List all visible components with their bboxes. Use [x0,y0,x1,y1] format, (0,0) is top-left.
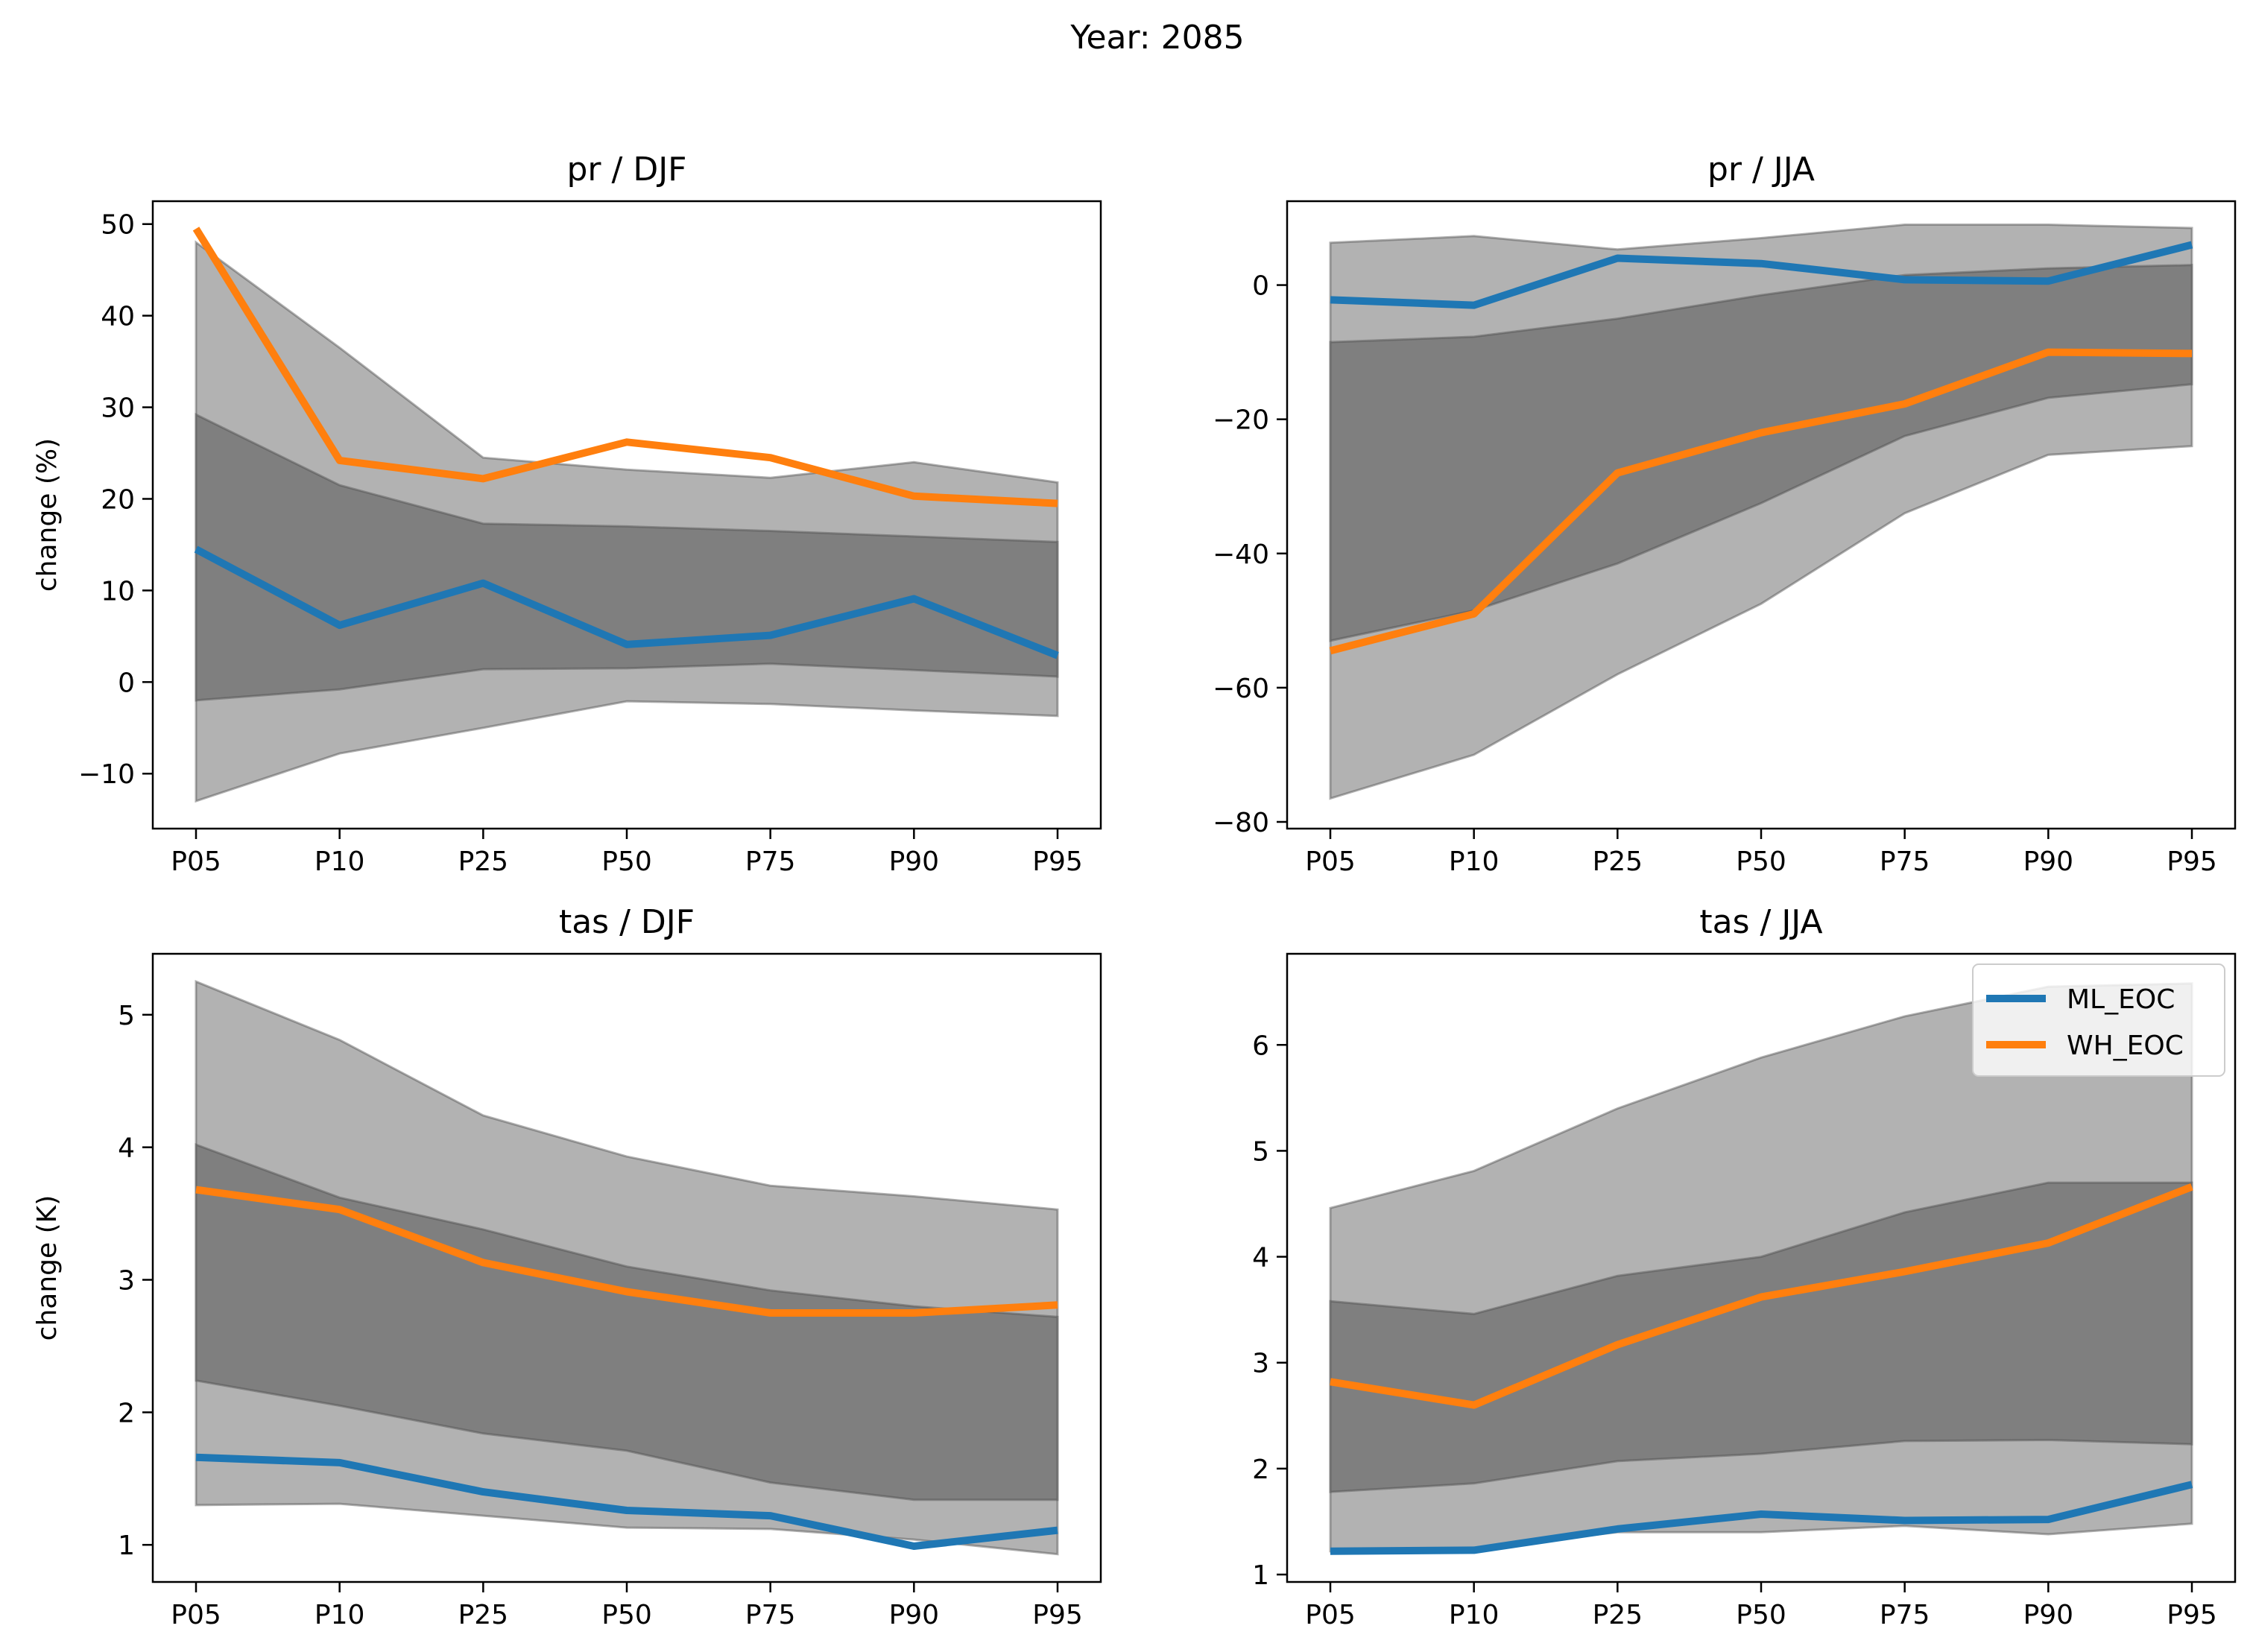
chart-tas-jja: P05 P10 P25 P50 P75 P90 P95 1 2 3 4 5 6 tas / JJA ML_E… [1252,903,2237,1630]
figure-title: Year: 2085 [1069,19,1244,57]
chart-tas-jja-title: tas / JJA [1699,903,1822,941]
chart-pr-djf-ytick-label: 10 [101,576,135,607]
chart-pr-djf-series-wh-eoc [192,227,1058,507]
chart-tas-djf-xtick-label: P10 [315,1600,365,1630]
chart-tas-jja-xtick-label: P10 [1449,1600,1500,1630]
chart-tas-jja-series-ml-eoc [1330,1481,2193,1555]
chart-tas-djf-ytick-label: 1 [118,1531,135,1561]
chart-pr-djf-title: pr / DJF [567,151,687,189]
chart-tas-jja-legend-label-wh-eoc: WH_EOC [2067,1031,2184,1061]
chart-pr-jja-series-wh-eoc [1329,348,2193,655]
chart-tas-djf-xtick-label: P50 [601,1600,652,1630]
chart-tas-djf-ylabel: change (K) [32,1195,63,1341]
chart-tas-djf-ytick-label: 4 [118,1133,135,1164]
chart-pr-djf-ytick-label: 40 [101,302,135,332]
chart-pr-djf-xtick-label: P10 [315,846,365,877]
chart-tas-djf-series-ml-eoc [195,1453,1058,1550]
chart-pr-djf-ytick-label: −10 [78,759,135,790]
chart-pr-djf: P05 P10 P25 P50 P75 P90 P95 −10 0 10 20 30 40 50 pr / … [32,151,1102,877]
chart-pr-jja-ytick-label: −80 [1213,808,1269,838]
chart-pr-jja-xtick-label: P95 [2167,846,2217,877]
chart-tas-jja-ytick-label: 4 [1252,1243,1269,1273]
chart-pr-djf-ylabel: change (%) [32,438,63,592]
chart-pr-djf-band-inner-range [195,412,1059,702]
chart-tas-djf-xtick-label: P90 [889,1600,940,1630]
chart-tas-djf-xtick-label: P05 [171,1600,221,1630]
chart-tas-jja-xtick-label: P50 [1736,1600,1786,1630]
chart-pr-djf-xtick-label: P05 [171,846,221,877]
chart-pr-djf-ytick-label: 20 [101,484,135,515]
chart-pr-djf-plot-area [192,227,1059,803]
chart-tas-jja-xtick-label: P75 [1880,1600,1930,1630]
chart-tas-jja-xtick-label: P95 [2167,1600,2217,1630]
chart-tas-djf-ytick-label: 5 [118,1001,135,1031]
chart-pr-jja-xtick-label: P25 [1593,846,1643,877]
chart-pr-jja-xtick-label: P90 [2023,846,2074,877]
chart-tas-jja-legend-label-ml-eoc: ML_EOC [2067,984,2175,1015]
chart-pr-djf-ytick-label: 30 [101,393,135,424]
chart-pr-jja-ytick-label: −40 [1213,539,1269,570]
chart-tas-jja-ytick-label: 1 [1252,1560,1269,1591]
chart-tas-djf-xtick-label: P95 [1032,1600,1083,1630]
chart-tas-jja-legend: ML_EOC WH_EOC [1972,963,2225,1077]
chart-pr-jja-title: pr / JJA [1707,151,1815,189]
chart-tas-jja-series-wh-eoc [1330,1183,2193,1409]
chart-tas-djf-plot-area [195,980,1059,1556]
chart-pr-jja-ytick-label: −60 [1213,674,1269,704]
chart-tas-jja-ytick-label: 2 [1252,1455,1269,1485]
chart-tas-jja-xtick-label: P25 [1593,1600,1643,1630]
chart-pr-djf-series-ml-eoc [194,545,1059,659]
chart-tas-djf: P05 P10 P25 P50 P75 P90 P95 1 2 3 4 5 tas / DJF chang… [32,903,1102,1630]
chart-tas-djf-title: tas / DJF [559,903,695,941]
chart-pr-djf-xtick-label: P50 [601,846,652,877]
chart-pr-jja-xtick-label: P50 [1736,846,1786,877]
chart-tas-djf-ytick-label: 2 [118,1398,135,1428]
chart-pr-djf-ytick-label: 50 [101,210,135,241]
chart-pr-jja-xtick-label: P10 [1449,846,1500,877]
chart-pr-jja-ytick-label: −20 [1213,405,1269,436]
chart-pr-djf-xtick-label: P90 [889,846,940,877]
chart-pr-jja-xtick-label: P05 [1305,846,1356,877]
chart-tas-jja-xtick-label: P05 [1305,1600,1356,1630]
chart-pr-djf-xtick-label: P25 [458,846,509,877]
chart-tas-djf-xtick-label: P75 [745,1600,796,1630]
chart-pr-djf-xtick-label: P95 [1032,846,1083,877]
chart-pr-djf-xtick-label: P75 [745,846,796,877]
chart-tas-djf-xtick-label: P25 [458,1600,509,1630]
chart-tas-jja-ytick-label: 5 [1252,1136,1269,1167]
chart-pr-djf-ytick-label: 0 [118,668,135,698]
chart-pr-jja: P05 P10 P25 P50 P75 P90 P95 −80 −60 −40 −20 0 pr / J… [1213,151,2237,877]
chart-pr-jja-ytick-label: 0 [1252,271,1269,302]
chart-tas-djf-series-wh-eoc [195,1186,1058,1317]
chart-tas-jja-plot-area [1329,982,2193,1555]
chart-pr-jja-plot-area [1329,224,2193,800]
chart-tas-jja-ytick-label: 6 [1252,1031,1269,1061]
chart-tas-jja-ytick-label: 3 [1252,1349,1269,1379]
chart-tas-jja-xtick-label: P90 [2023,1600,2074,1630]
chart-tas-djf-ytick-label: 3 [118,1266,135,1297]
chart-pr-jja-series-ml-eoc [1330,241,2193,309]
chart-pr-jja-xtick-label: P75 [1880,846,1930,877]
